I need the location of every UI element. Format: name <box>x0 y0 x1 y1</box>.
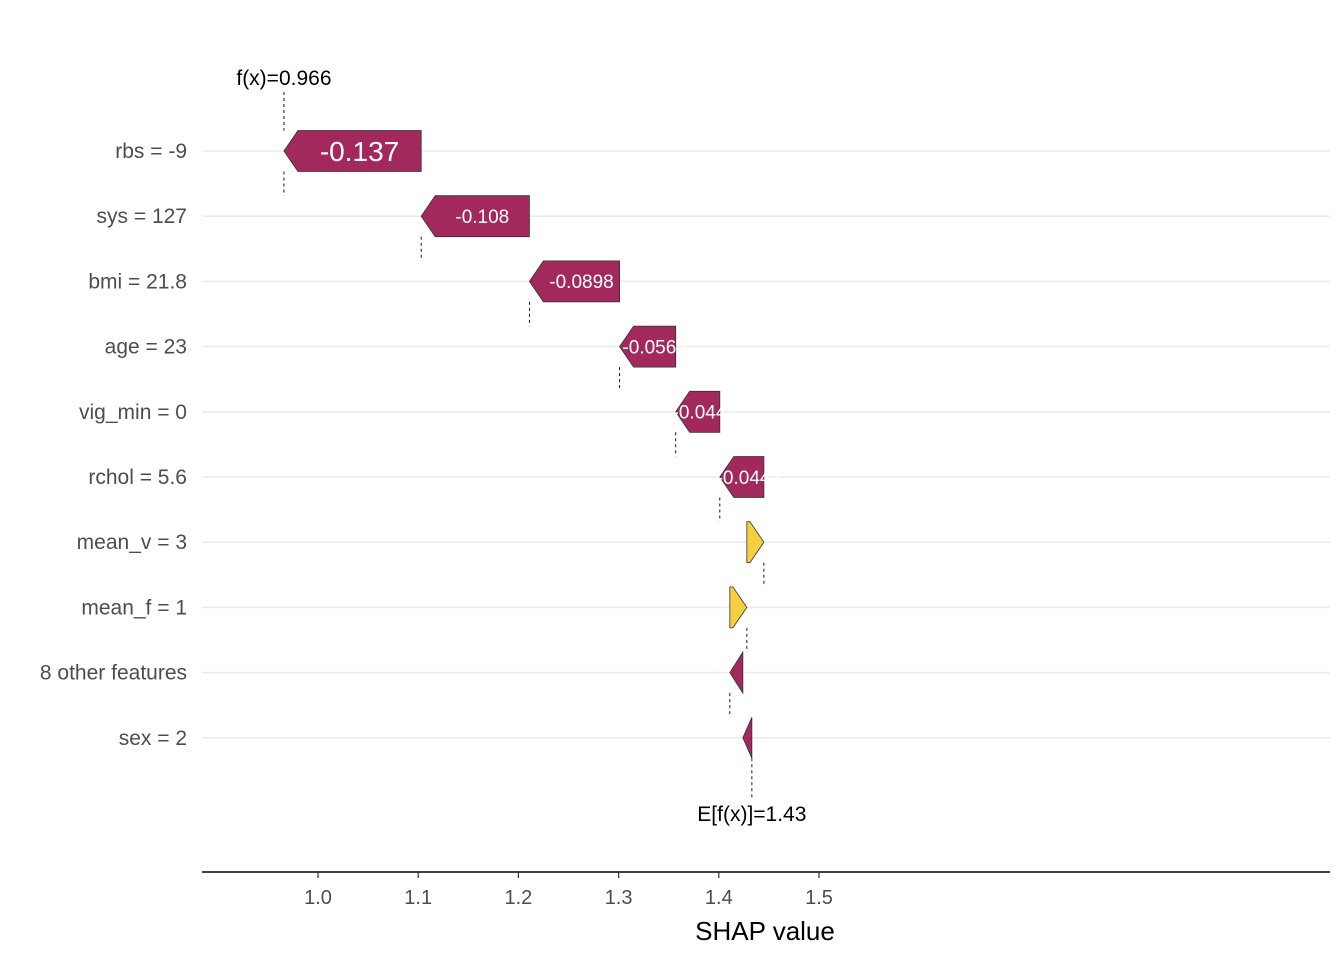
bar <box>675 390 721 433</box>
y-tick-label: bmi = 21.8 <box>88 270 187 293</box>
y-tick-label: sys = 127 <box>97 205 187 228</box>
bars: -0.137 -0.108 -0.0898 -0.0562 -0.0444 -0.0442 <box>283 130 781 759</box>
bar-value-label: -0.137 <box>320 136 399 167</box>
y-tick-label: mean_v = 3 <box>77 531 187 554</box>
y-tick-label: 8 other features <box>40 662 187 685</box>
y-tick-label: vig_min = 0 <box>79 401 187 424</box>
bar <box>719 456 765 498</box>
y-tick-label: rbs = -9 <box>115 140 187 163</box>
y-tick-label: sex = 2 <box>119 727 187 750</box>
y-tick-label: age = 23 <box>105 336 187 359</box>
efx-annotation: E[f(x)]=1.43 <box>697 803 806 826</box>
connector-lines <box>283 92 765 800</box>
x-tick-label: 1.1 <box>404 887 432 909</box>
x-axis-title: SHAP value <box>695 916 835 946</box>
bar-value-label: -0.0442 <box>717 468 781 489</box>
gridlines <box>202 150 1330 739</box>
x-tick-label: 1.2 <box>504 887 532 909</box>
x-tick-label: 1.4 <box>705 887 733 909</box>
bar <box>619 325 677 368</box>
y-axis-labels: rbs = -9 sys = 127 bmi = 21.8 age = 23 vig_m… <box>40 140 187 750</box>
bar <box>729 586 748 629</box>
bar <box>742 717 753 759</box>
x-axis-ticks: 1.0 1.1 1.2 1.3 1.4 1.5 <box>304 872 833 909</box>
bar <box>746 521 765 564</box>
bar-value-label: -0.108 <box>455 207 509 228</box>
fx-annotation: f(x)=0.966 <box>236 67 331 90</box>
y-tick-label: rchol = 5.6 <box>88 466 187 489</box>
bar <box>729 650 744 695</box>
bar-value-label: -0.0444 <box>673 403 738 424</box>
x-tick-label: 1.0 <box>304 887 332 909</box>
bar-value-label: -0.0898 <box>549 272 613 293</box>
bar-value-label: -0.0562 <box>622 337 686 358</box>
bar <box>528 260 621 303</box>
bar <box>420 195 530 238</box>
bar <box>283 130 422 172</box>
x-tick-label: 1.5 <box>805 887 833 909</box>
y-tick-label: mean_f = 1 <box>81 596 187 619</box>
x-tick-label: 1.3 <box>605 887 633 909</box>
